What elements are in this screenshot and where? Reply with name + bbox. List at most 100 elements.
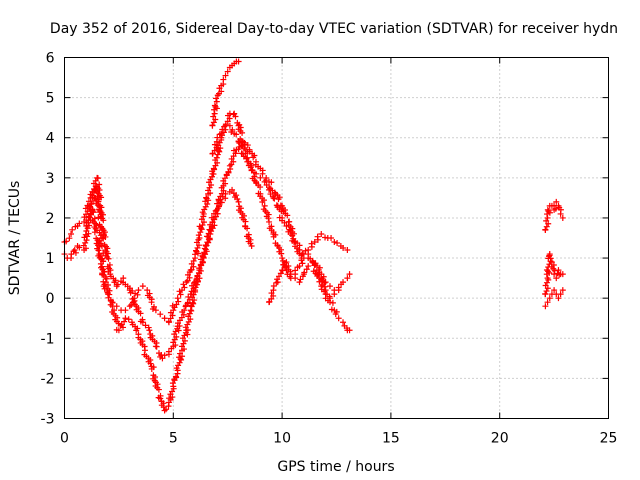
data-point <box>133 327 140 334</box>
data-point <box>552 205 559 212</box>
data-point <box>175 298 182 305</box>
y-tick-label: 2 <box>46 211 55 227</box>
data-point <box>161 315 168 322</box>
data-point <box>215 202 222 209</box>
data-point <box>144 287 151 294</box>
data-point <box>211 102 218 109</box>
data-point <box>296 247 303 254</box>
series-track-d <box>209 122 338 294</box>
series-track-c <box>83 186 255 414</box>
data-point <box>302 247 309 254</box>
data-point <box>127 289 134 296</box>
data-point <box>222 72 229 79</box>
series-track-e <box>209 58 242 129</box>
data-point <box>308 240 315 247</box>
data-point <box>287 271 294 278</box>
data-point <box>234 195 241 202</box>
series-track-h <box>542 251 566 298</box>
data-point <box>315 271 322 278</box>
data-point <box>259 170 266 177</box>
data-point <box>243 155 250 162</box>
data-point <box>331 291 338 298</box>
data-point <box>543 223 550 230</box>
data-point <box>163 406 170 413</box>
x-tick-label: 15 <box>382 431 400 447</box>
data-point <box>165 348 172 355</box>
data-point <box>224 68 231 75</box>
data-point <box>283 259 290 266</box>
data-point <box>201 206 208 213</box>
data-point <box>184 321 191 328</box>
x-tick-label: 10 <box>273 431 291 447</box>
data-point <box>111 279 118 286</box>
data-point <box>555 295 562 302</box>
data-point <box>76 220 83 227</box>
data-point <box>176 359 183 366</box>
data-point <box>202 203 209 210</box>
data-point <box>326 283 333 290</box>
x-tick-label: 5 <box>169 431 178 447</box>
series-track-f <box>266 259 353 306</box>
data-point <box>244 142 251 149</box>
data-point <box>322 287 329 294</box>
data-point <box>303 266 310 273</box>
data-point <box>259 199 266 206</box>
data-point <box>181 307 188 314</box>
data-point <box>231 110 238 117</box>
series-track-b <box>61 138 351 362</box>
data-point <box>98 243 105 250</box>
axes: -3 -2 -1 0 1 2 3 4 5 6 0 5 10 15 20 25 <box>41 51 618 447</box>
data-point <box>203 194 210 201</box>
data-points <box>61 58 566 414</box>
y-tick-label: 0 <box>46 291 55 307</box>
data-point <box>181 284 188 291</box>
data-point <box>109 303 116 310</box>
data-point <box>261 202 268 209</box>
data-point <box>301 269 308 276</box>
data-point <box>148 299 155 306</box>
data-point <box>542 303 549 310</box>
plot-frame <box>64 57 609 419</box>
data-point <box>289 237 296 244</box>
data-point <box>235 198 242 205</box>
data-point <box>344 275 351 282</box>
data-point <box>329 299 336 306</box>
data-point <box>247 240 254 247</box>
data-point <box>199 222 206 229</box>
data-point <box>250 154 257 161</box>
data-point <box>159 355 166 362</box>
data-point <box>244 225 251 232</box>
data-point <box>296 279 303 286</box>
data-point <box>239 129 246 136</box>
data-point <box>229 186 236 193</box>
data-point <box>278 250 285 257</box>
data-point <box>171 336 178 343</box>
data-point <box>232 113 239 120</box>
data-point <box>546 295 553 302</box>
data-point <box>139 283 146 290</box>
data-point <box>236 143 243 150</box>
data-point <box>213 98 220 105</box>
x-tick-label: 25 <box>600 431 618 447</box>
data-point <box>85 198 92 205</box>
data-point <box>214 151 221 158</box>
data-point <box>334 240 341 247</box>
data-point <box>105 255 112 262</box>
data-point <box>147 360 154 367</box>
data-point <box>278 208 285 215</box>
data-point <box>274 279 281 286</box>
data-point <box>544 275 551 282</box>
grid <box>64 57 609 419</box>
data-point <box>80 242 87 249</box>
data-point <box>346 327 353 334</box>
data-point <box>326 295 333 302</box>
data-point <box>321 283 328 290</box>
data-point <box>322 279 329 286</box>
data-point <box>239 150 246 157</box>
data-point <box>292 275 299 282</box>
data-point <box>252 170 259 177</box>
data-point <box>120 324 127 331</box>
data-point <box>142 322 149 329</box>
data-point <box>346 271 353 278</box>
data-point <box>175 327 182 334</box>
